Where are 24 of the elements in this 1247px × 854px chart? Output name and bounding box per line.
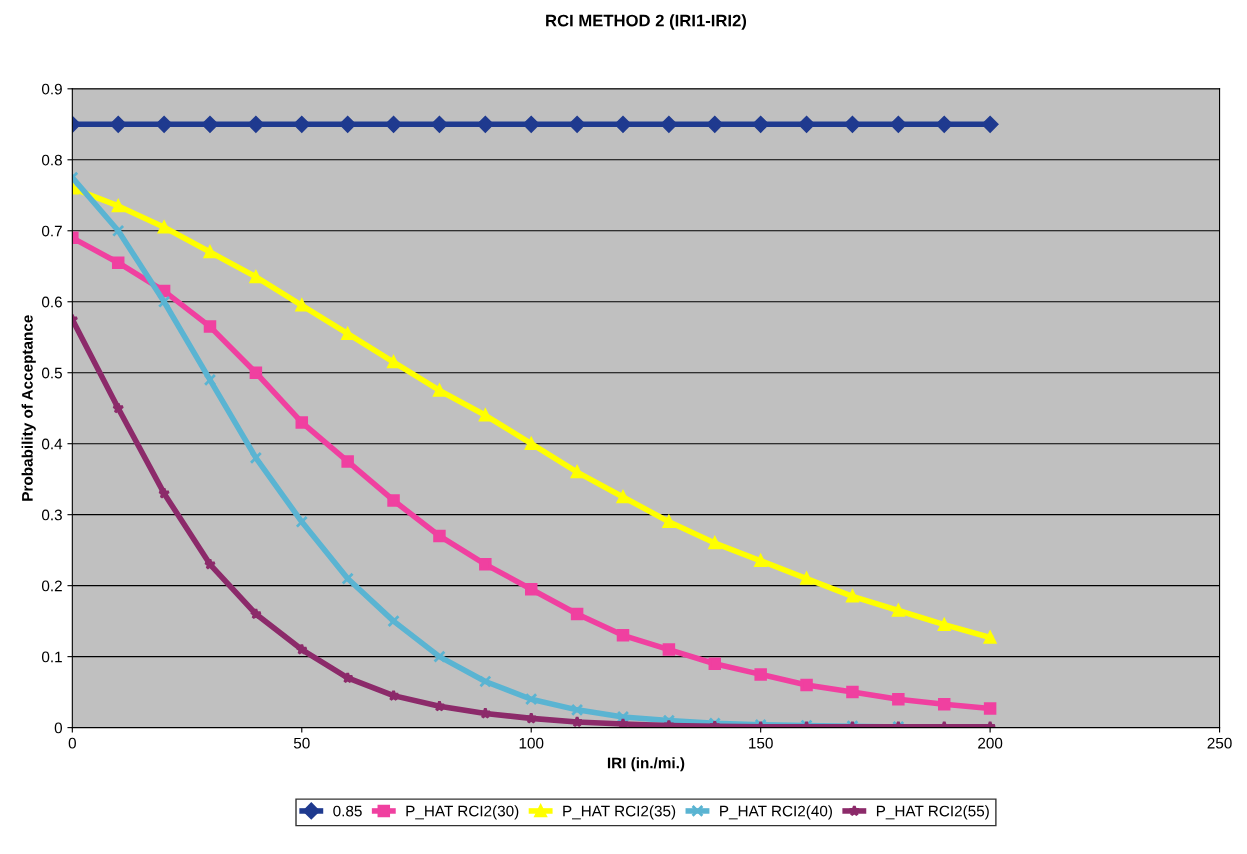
legend-label: 0.85 — [333, 805, 362, 817]
y-tick-label: 0.5 — [41, 367, 62, 379]
y-tick-label: 0 — [54, 722, 63, 734]
y-tick-label: 0.1 — [41, 651, 62, 663]
legend-label: P_HAT RCI2(35) — [563, 805, 676, 820]
y-tick-label: 0.2 — [41, 580, 62, 592]
chart-title: RCI METHOD 2 (IRI1-IRI2) — [546, 14, 747, 30]
y-axis-title: Probability of Acceptance — [21, 315, 36, 501]
y-tick-label: 0.8 — [41, 154, 62, 166]
x-tick-label: 200 — [978, 737, 1003, 749]
y-tick-label: 0.6 — [41, 296, 62, 308]
x-tick-label: 50 — [293, 737, 310, 749]
x-axis-title: IRI (in./mi.) — [607, 757, 685, 772]
y-tick-label: 0.4 — [41, 438, 63, 450]
x-tick-label: 150 — [749, 737, 773, 749]
x-tick-label: 250 — [1207, 737, 1232, 749]
legend-label: P_HAT RCI2(30) — [406, 805, 519, 820]
y-tick-label: 0.3 — [41, 509, 62, 521]
legend-label: P_HAT RCI2(55) — [876, 805, 989, 820]
y-tick-label: 0.7 — [41, 225, 62, 237]
x-tick-label: 0 — [68, 737, 76, 749]
x-tick-label: 100 — [519, 737, 544, 749]
y-tick-label: 0.9 — [41, 83, 62, 95]
legend-label: P_HAT RCI2(40) — [720, 805, 832, 820]
